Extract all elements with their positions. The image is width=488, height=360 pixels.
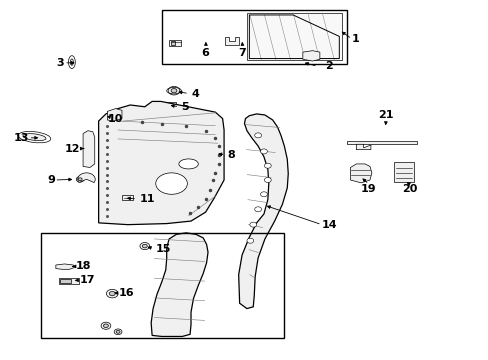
Text: 5: 5 xyxy=(181,102,188,112)
Circle shape xyxy=(254,133,261,138)
Bar xyxy=(169,40,181,46)
Bar xyxy=(60,279,71,283)
Ellipse shape xyxy=(23,134,46,141)
Text: 8: 8 xyxy=(227,150,235,160)
Text: 13: 13 xyxy=(14,133,29,143)
Text: 2: 2 xyxy=(324,62,332,71)
Text: 21: 21 xyxy=(377,110,392,120)
Circle shape xyxy=(78,178,82,181)
Bar xyxy=(168,104,172,107)
Polygon shape xyxy=(302,51,319,61)
Circle shape xyxy=(168,86,180,95)
Text: 12: 12 xyxy=(65,144,81,154)
Bar xyxy=(166,102,176,108)
Circle shape xyxy=(140,243,149,249)
Polygon shape xyxy=(350,164,371,183)
Circle shape xyxy=(260,149,267,154)
Polygon shape xyxy=(107,109,122,121)
Bar xyxy=(162,10,346,64)
Bar xyxy=(122,195,132,200)
Text: 20: 20 xyxy=(401,184,417,194)
Bar xyxy=(59,278,79,284)
Polygon shape xyxy=(246,13,341,60)
Circle shape xyxy=(114,329,122,335)
Polygon shape xyxy=(238,114,287,309)
Circle shape xyxy=(142,244,147,248)
Ellipse shape xyxy=(156,173,187,194)
Bar xyxy=(393,162,413,182)
Ellipse shape xyxy=(179,159,198,169)
Text: 17: 17 xyxy=(80,275,96,285)
Text: 11: 11 xyxy=(140,194,155,204)
Text: 1: 1 xyxy=(351,34,359,44)
Text: 15: 15 xyxy=(156,244,171,253)
Text: 6: 6 xyxy=(201,48,209,58)
Circle shape xyxy=(116,330,120,333)
Text: 19: 19 xyxy=(360,184,376,194)
Bar xyxy=(346,141,416,144)
Circle shape xyxy=(264,177,271,183)
Text: 16: 16 xyxy=(119,288,134,298)
Bar xyxy=(41,233,284,338)
Polygon shape xyxy=(83,131,95,167)
Ellipse shape xyxy=(70,59,73,65)
Text: 7: 7 xyxy=(238,48,245,58)
Polygon shape xyxy=(356,144,370,150)
Polygon shape xyxy=(151,233,207,337)
Text: 18: 18 xyxy=(75,261,91,271)
Circle shape xyxy=(106,289,118,298)
Circle shape xyxy=(103,324,108,328)
Circle shape xyxy=(249,222,256,227)
Text: 3: 3 xyxy=(56,58,63,68)
Circle shape xyxy=(260,192,267,197)
Text: 9: 9 xyxy=(47,175,55,185)
Bar xyxy=(170,41,175,45)
Text: 10: 10 xyxy=(107,113,122,123)
Circle shape xyxy=(76,176,84,182)
Circle shape xyxy=(254,207,261,212)
Text: 14: 14 xyxy=(321,220,336,230)
Text: 4: 4 xyxy=(191,89,199,99)
Polygon shape xyxy=(99,102,224,225)
Circle shape xyxy=(171,89,177,93)
Polygon shape xyxy=(56,264,74,269)
Circle shape xyxy=(101,322,111,329)
Wedge shape xyxy=(78,173,95,183)
Circle shape xyxy=(109,292,115,296)
Circle shape xyxy=(246,238,253,243)
Polygon shape xyxy=(224,37,238,45)
Circle shape xyxy=(264,163,271,168)
